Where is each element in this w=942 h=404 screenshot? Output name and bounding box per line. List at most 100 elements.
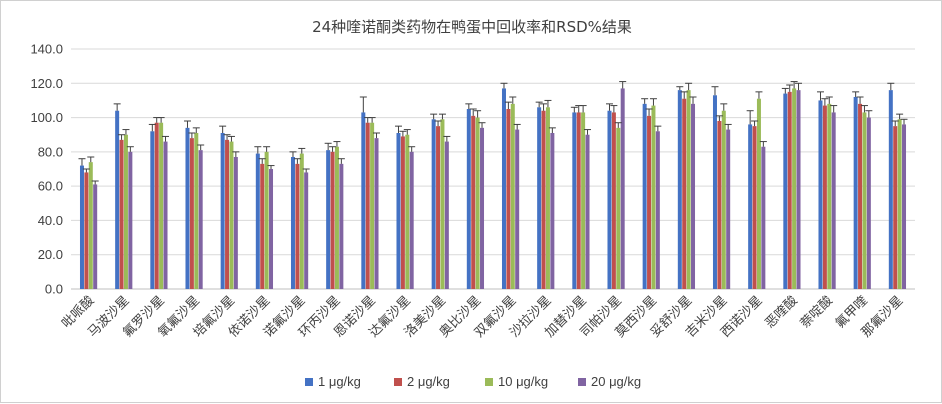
x-tick-label: 恶喹酸 bbox=[763, 293, 801, 331]
bar bbox=[128, 151, 133, 289]
bar bbox=[783, 93, 788, 289]
bar bbox=[119, 139, 124, 289]
bar bbox=[269, 169, 274, 289]
bar bbox=[748, 124, 753, 289]
bar bbox=[295, 163, 300, 289]
bar bbox=[233, 157, 238, 289]
x-tick-label: 萘啶酸 bbox=[798, 293, 836, 331]
bar bbox=[545, 107, 550, 290]
bar bbox=[229, 141, 234, 289]
y-tick-label: 20.0 bbox=[38, 247, 63, 262]
bar bbox=[510, 103, 515, 289]
bar bbox=[264, 151, 269, 289]
bar bbox=[893, 126, 898, 290]
bar bbox=[752, 126, 757, 290]
grid-lines bbox=[71, 48, 915, 290]
bar bbox=[370, 122, 375, 289]
bar bbox=[866, 117, 871, 289]
bar bbox=[365, 122, 370, 289]
bar bbox=[123, 134, 128, 289]
bar bbox=[374, 138, 379, 289]
x-axis-ticks: 吡哌酸马波沙星氟罗沙星氧氟沙星培氟沙星依诺沙星诺氟沙星环丙沙星恩诺沙星达氟沙星洛… bbox=[59, 293, 907, 341]
bar bbox=[260, 163, 265, 289]
bar bbox=[827, 103, 832, 289]
bar bbox=[831, 112, 836, 289]
bar bbox=[198, 150, 203, 289]
bar bbox=[436, 126, 441, 290]
bar bbox=[255, 153, 260, 289]
bar bbox=[655, 131, 660, 289]
bar bbox=[585, 134, 590, 289]
bar bbox=[88, 162, 93, 289]
bar bbox=[304, 172, 309, 289]
bar bbox=[339, 163, 344, 289]
bar bbox=[576, 112, 581, 289]
y-tick-label: 60.0 bbox=[38, 179, 63, 194]
bar bbox=[115, 110, 120, 289]
bar bbox=[686, 90, 691, 290]
bar bbox=[334, 146, 339, 289]
bar bbox=[611, 112, 616, 289]
bar bbox=[501, 88, 506, 289]
bar bbox=[756, 98, 761, 289]
bar bbox=[220, 133, 225, 289]
legend-label: 1 μg/kg bbox=[318, 374, 361, 389]
bar bbox=[541, 110, 546, 289]
bar bbox=[858, 103, 863, 289]
bar bbox=[506, 109, 511, 289]
bar bbox=[444, 141, 449, 289]
bar bbox=[194, 133, 199, 289]
legend-swatch bbox=[394, 378, 402, 386]
bar bbox=[537, 107, 542, 290]
y-tick-label: 80.0 bbox=[38, 144, 63, 159]
bar bbox=[405, 134, 410, 289]
bar bbox=[440, 119, 445, 290]
legend-label: 20 μg/kg bbox=[591, 374, 641, 389]
bar bbox=[400, 136, 405, 289]
bar-groups bbox=[79, 88, 907, 290]
error-bars bbox=[78, 81, 908, 185]
bar bbox=[712, 95, 717, 290]
bar bbox=[299, 153, 304, 289]
legend-swatch bbox=[578, 378, 586, 386]
bar bbox=[651, 105, 656, 289]
bar bbox=[792, 88, 797, 289]
bar bbox=[159, 122, 164, 289]
bar bbox=[822, 105, 827, 289]
bar bbox=[84, 172, 89, 289]
bar bbox=[572, 112, 577, 289]
legend-swatch bbox=[485, 378, 493, 386]
chart-title: 24种喹诺酮类药物在鸭蛋中回收率和RSD%结果 bbox=[312, 18, 632, 36]
bar bbox=[647, 115, 652, 289]
bar bbox=[607, 110, 612, 289]
bar bbox=[290, 157, 295, 289]
y-tick-label: 40.0 bbox=[38, 213, 63, 228]
legend-label: 2 μg/kg bbox=[407, 374, 450, 389]
bar bbox=[163, 141, 168, 289]
bar bbox=[721, 110, 726, 289]
bar bbox=[642, 103, 647, 289]
bar bbox=[326, 150, 331, 289]
legend-label: 10 μg/kg bbox=[498, 374, 548, 389]
bar bbox=[853, 97, 858, 289]
y-tick-label: 100.0 bbox=[30, 110, 63, 125]
bar bbox=[475, 117, 480, 289]
bar bbox=[888, 90, 893, 290]
bar bbox=[396, 133, 401, 289]
bar bbox=[581, 112, 586, 289]
bar bbox=[717, 121, 722, 289]
bar bbox=[761, 146, 766, 289]
bar bbox=[677, 90, 682, 290]
bar bbox=[691, 103, 696, 289]
bar bbox=[616, 127, 621, 289]
legend-swatch bbox=[305, 378, 313, 386]
bar bbox=[431, 119, 436, 290]
bar bbox=[726, 129, 731, 289]
bar bbox=[818, 100, 823, 289]
bar bbox=[480, 127, 485, 289]
bar bbox=[787, 91, 792, 289]
bar bbox=[897, 119, 902, 290]
bar bbox=[189, 138, 194, 289]
